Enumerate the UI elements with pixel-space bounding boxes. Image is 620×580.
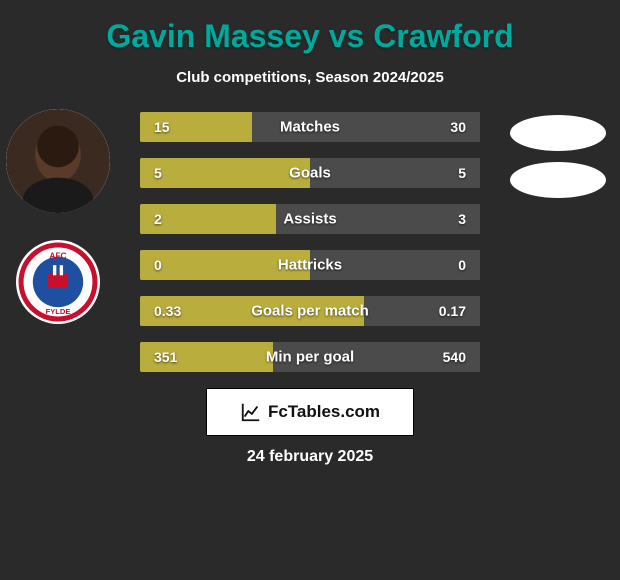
stat-value-left: 0.33 [154, 303, 181, 319]
stat-row: 0.33 0.17 Goals per match [140, 296, 480, 326]
player-left-club-badge: AFC FYLDE [16, 240, 100, 324]
stat-value-left: 2 [154, 211, 162, 227]
stat-value-right: 5 [458, 165, 466, 181]
club-badge-icon: AFC FYLDE [16, 240, 100, 324]
stat-row: 2 3 Assists [140, 204, 480, 234]
date-text: 24 february 2025 [0, 448, 620, 466]
stat-label: Matches [280, 119, 340, 136]
player-right-avatar-1 [510, 115, 606, 151]
stat-value-left: 5 [154, 165, 162, 181]
svg-text:AFC: AFC [49, 250, 66, 260]
stat-rows: 15 30 Matches 5 5 Goals 2 3 Assists 0 0 Hattricks 0.… [140, 112, 480, 372]
subtitle: Club competitions, Season 2024/2025 [0, 69, 620, 86]
stat-value-right: 3 [458, 211, 466, 227]
stat-label: Hattricks [278, 257, 342, 274]
chart-icon [240, 401, 262, 423]
stat-value-right: 540 [443, 349, 466, 365]
stat-row: 15 30 Matches [140, 112, 480, 142]
stat-value-left: 15 [154, 119, 170, 135]
stat-value-right: 0 [458, 257, 466, 273]
player-left-avatar [6, 109, 110, 213]
comparison-card: Gavin Massey vs Crawford Club competitio… [0, 0, 620, 580]
avatar-photo-icon [6, 109, 110, 213]
stat-value-right: 0.17 [439, 303, 466, 319]
page-title: Gavin Massey vs Crawford [0, 18, 620, 55]
stat-row: 351 540 Min per goal [140, 342, 480, 372]
svg-text:FYLDE: FYLDE [46, 307, 71, 316]
stat-row: 0 0 Hattricks [140, 250, 480, 280]
stat-label: Assists [283, 211, 336, 228]
stats-area: AFC FYLDE 15 30 Matches 5 5 Goals 2 3 Assists 0 0 H… [0, 112, 620, 372]
watermark[interactable]: FcTables.com [206, 388, 414, 436]
stat-label: Goals per match [251, 303, 369, 320]
player-right-avatar-2 [510, 162, 606, 198]
stat-row: 5 5 Goals [140, 158, 480, 188]
stat-value-left: 351 [154, 349, 177, 365]
stat-value-right: 30 [450, 119, 466, 135]
stat-label: Min per goal [266, 349, 354, 366]
watermark-text: FcTables.com [268, 402, 380, 422]
stat-bar-right [310, 158, 480, 188]
stat-value-left: 0 [154, 257, 162, 273]
stat-bar-left [140, 158, 310, 188]
stat-label: Goals [289, 165, 331, 182]
